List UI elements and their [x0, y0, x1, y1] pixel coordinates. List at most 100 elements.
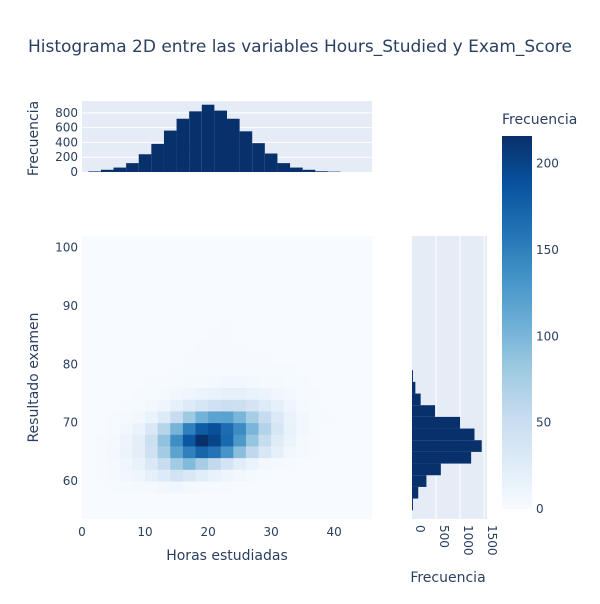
heatmap-cell	[170, 353, 183, 365]
heatmap-cell	[271, 481, 284, 493]
heatmap-cell	[107, 411, 120, 423]
heatmap-cell	[158, 446, 171, 458]
heatmap-cell	[120, 306, 133, 318]
heatmap-cell	[107, 259, 120, 271]
heatmap-cell	[296, 434, 309, 446]
heatmap-cell	[347, 271, 360, 283]
heatmap-cell	[347, 388, 360, 400]
heatmap-cell	[359, 493, 372, 505]
heatmap-cell	[158, 259, 171, 271]
heatmap-cell	[145, 469, 158, 481]
heatmap-cell	[259, 446, 272, 458]
y-tick-label: 70	[63, 416, 78, 430]
heatmap-cell	[95, 364, 108, 376]
heatmap-cell	[208, 248, 221, 260]
heatmap-cell	[271, 318, 284, 330]
heatmap-cell	[359, 376, 372, 388]
heatmap-cell	[309, 399, 322, 411]
heatmap-cell	[259, 364, 272, 376]
heatmap-cell	[95, 388, 108, 400]
heatmap-cell	[107, 318, 120, 330]
y-tick-label: 600	[55, 121, 78, 135]
heatmap-cell	[170, 423, 183, 435]
heatmap-cell	[208, 259, 221, 271]
heatmap-cell	[246, 493, 259, 505]
heatmap-cell	[359, 294, 372, 306]
heatmap-cell	[259, 399, 272, 411]
histogram-bar	[412, 475, 426, 487]
heatmap-cell	[183, 248, 196, 260]
heatmap-cell	[120, 329, 133, 341]
heatmap-cell	[158, 283, 171, 295]
heatmap-cell	[221, 423, 234, 435]
heatmap-cell	[120, 341, 133, 353]
heatmap-cell	[208, 493, 221, 505]
heatmap-cell	[95, 399, 108, 411]
x-tick-label: 30	[263, 525, 278, 539]
heatmap-cell	[259, 434, 272, 446]
heatmap-cell	[195, 481, 208, 493]
heatmap-cell	[359, 341, 372, 353]
heatmap-cell	[158, 318, 171, 330]
heatmap-cell	[107, 399, 120, 411]
colorbar-tick-label: 150	[536, 243, 559, 257]
heatmap-cell	[132, 341, 145, 353]
heatmap-cell	[271, 248, 284, 260]
heatmap-cell	[284, 306, 297, 318]
heatmap-cell	[195, 458, 208, 470]
heatmap-cell	[145, 423, 158, 435]
heatmap-cell	[158, 504, 171, 516]
heatmap-cell	[296, 423, 309, 435]
top-histogram-y-axis-title: Frecuencia	[26, 101, 42, 176]
heatmap-cell	[170, 283, 183, 295]
heatmap-cell	[284, 248, 297, 260]
histogram-bar	[265, 154, 278, 172]
heatmap-cell	[359, 434, 372, 446]
heatmap-cell	[145, 283, 158, 295]
heatmap-cell	[334, 259, 347, 271]
heatmap-cell	[271, 329, 284, 341]
heatmap-cell	[347, 504, 360, 516]
heatmap-cell	[221, 364, 234, 376]
histogram-bar	[214, 111, 227, 172]
heatmap-cell	[284, 271, 297, 283]
heatmap-cell	[208, 423, 221, 435]
heatmap-cell	[82, 411, 95, 423]
heatmap-cell	[95, 248, 108, 260]
heatmap-cell	[271, 283, 284, 295]
heatmap-cell	[347, 423, 360, 435]
heatmap-cell	[221, 388, 234, 400]
heatmap-cell	[233, 446, 246, 458]
heatmap-cell	[95, 376, 108, 388]
heatmap-cell	[132, 236, 145, 248]
histogram-bar	[202, 105, 215, 172]
heatmap-cell	[195, 259, 208, 271]
heatmap-cell	[170, 469, 183, 481]
heatmap-cell	[208, 341, 221, 353]
heatmap-cell	[271, 259, 284, 271]
heatmap-cell	[183, 259, 196, 271]
heatmap-cell	[132, 423, 145, 435]
heatmap-cell	[145, 481, 158, 493]
heatmap-cell	[208, 236, 221, 248]
heatmap-cell	[145, 353, 158, 365]
heatmap-cell	[195, 329, 208, 341]
heatmap-cell	[107, 434, 120, 446]
heatmap-cell	[359, 458, 372, 470]
heatmap-cell	[259, 481, 272, 493]
heatmap-cell	[145, 271, 158, 283]
heatmap-cell	[246, 388, 259, 400]
heatmap-cell	[120, 259, 133, 271]
heatmap-cell	[259, 423, 272, 435]
heatmap-cell	[195, 294, 208, 306]
heatmap-cell	[208, 364, 221, 376]
heatmap-cell	[107, 481, 120, 493]
heatmap-cell	[145, 493, 158, 505]
heatmap-cell	[296, 236, 309, 248]
heatmap-cell	[347, 306, 360, 318]
heatmap-cell	[359, 411, 372, 423]
heatmap-cell	[296, 341, 309, 353]
heatmap-cell	[158, 341, 171, 353]
heatmap-cell	[132, 259, 145, 271]
heatmap-cell	[309, 294, 322, 306]
